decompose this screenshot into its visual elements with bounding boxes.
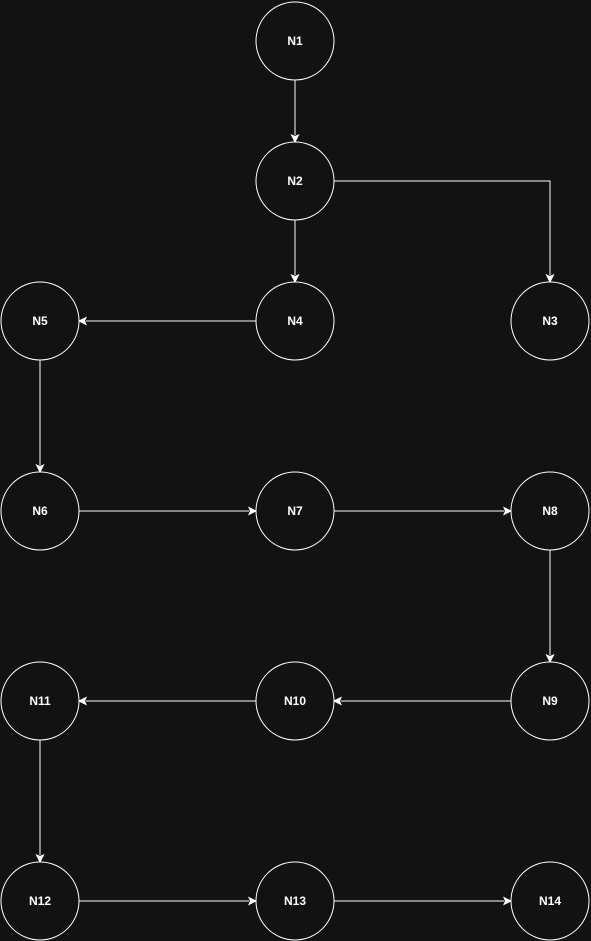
arrowhead-icon [503, 506, 513, 516]
arrowhead-icon [545, 654, 555, 664]
node-circle[interactable] [0, 661, 80, 741]
arrowhead-icon [545, 274, 555, 284]
node-n11[interactable]: N11 [0, 661, 80, 741]
edge-n2-n3 [334, 180, 555, 284]
arrowhead-icon [290, 134, 300, 144]
node-label: N12 [29, 894, 51, 908]
node-label: N2 [287, 174, 303, 188]
edge-n6-n7 [79, 506, 258, 516]
node-n10[interactable]: N10 [255, 661, 335, 741]
edge-n11-n12 [35, 740, 45, 864]
arrowhead-icon [35, 464, 45, 474]
node-circle[interactable] [255, 861, 335, 941]
arrowhead-icon [290, 274, 300, 284]
edge-n2-n4 [290, 220, 300, 284]
node-circle[interactable] [255, 1, 335, 81]
node-n13[interactable]: N13 [255, 861, 335, 941]
node-label: N10 [284, 694, 306, 708]
arrowhead-icon [35, 854, 45, 864]
node-circle[interactable] [510, 861, 590, 941]
edge-n5-n6 [35, 360, 45, 474]
node-label: N14 [539, 894, 561, 908]
node-circle[interactable] [510, 471, 590, 551]
node-circle[interactable] [510, 661, 590, 741]
node-n5[interactable]: N5 [0, 281, 80, 361]
node-circle[interactable] [510, 281, 590, 361]
node-label: N1 [287, 34, 303, 48]
arrowhead-icon [77, 696, 87, 706]
edges-layer [35, 80, 555, 906]
node-circle[interactable] [255, 471, 335, 551]
edge-n13-n14 [334, 896, 513, 906]
node-label: N6 [32, 504, 48, 518]
node-label: N3 [542, 314, 558, 328]
arrowhead-icon [248, 506, 258, 516]
node-circle[interactable] [255, 281, 335, 361]
edge-n10-n11 [77, 696, 256, 706]
arrowhead-icon [503, 896, 513, 906]
edge-line [334, 180, 551, 275]
node-label: N9 [542, 694, 558, 708]
node-n14[interactable]: N14 [510, 861, 590, 941]
arrowhead-icon [332, 696, 342, 706]
node-circle[interactable] [255, 141, 335, 221]
node-n3[interactable]: N3 [510, 281, 590, 361]
node-n2[interactable]: N2 [255, 141, 335, 221]
node-n6[interactable]: N6 [0, 471, 80, 551]
edge-n9-n10 [332, 696, 511, 706]
arrowhead-icon [248, 896, 258, 906]
edge-n12-n13 [79, 896, 258, 906]
edge-n7-n8 [334, 506, 513, 516]
node-label: N7 [287, 504, 303, 518]
node-circle[interactable] [255, 661, 335, 741]
edge-n1-n2 [290, 80, 300, 144]
arrowhead-icon [77, 316, 87, 326]
node-label: N5 [32, 314, 48, 328]
node-n8[interactable]: N8 [510, 471, 590, 551]
edge-n8-n9 [545, 550, 555, 664]
node-n7[interactable]: N7 [255, 471, 335, 551]
node-label: N4 [287, 314, 303, 328]
node-circle[interactable] [0, 471, 80, 551]
node-n4[interactable]: N4 [255, 281, 335, 361]
node-circle[interactable] [0, 861, 80, 941]
edge-n4-n5 [77, 316, 256, 326]
node-label: N8 [542, 504, 558, 518]
node-n12[interactable]: N12 [0, 861, 80, 941]
node-label: N13 [284, 894, 306, 908]
node-label: N11 [29, 694, 51, 708]
node-n9[interactable]: N9 [510, 661, 590, 741]
node-circle[interactable] [0, 281, 80, 361]
node-n1[interactable]: N1 [255, 1, 335, 81]
